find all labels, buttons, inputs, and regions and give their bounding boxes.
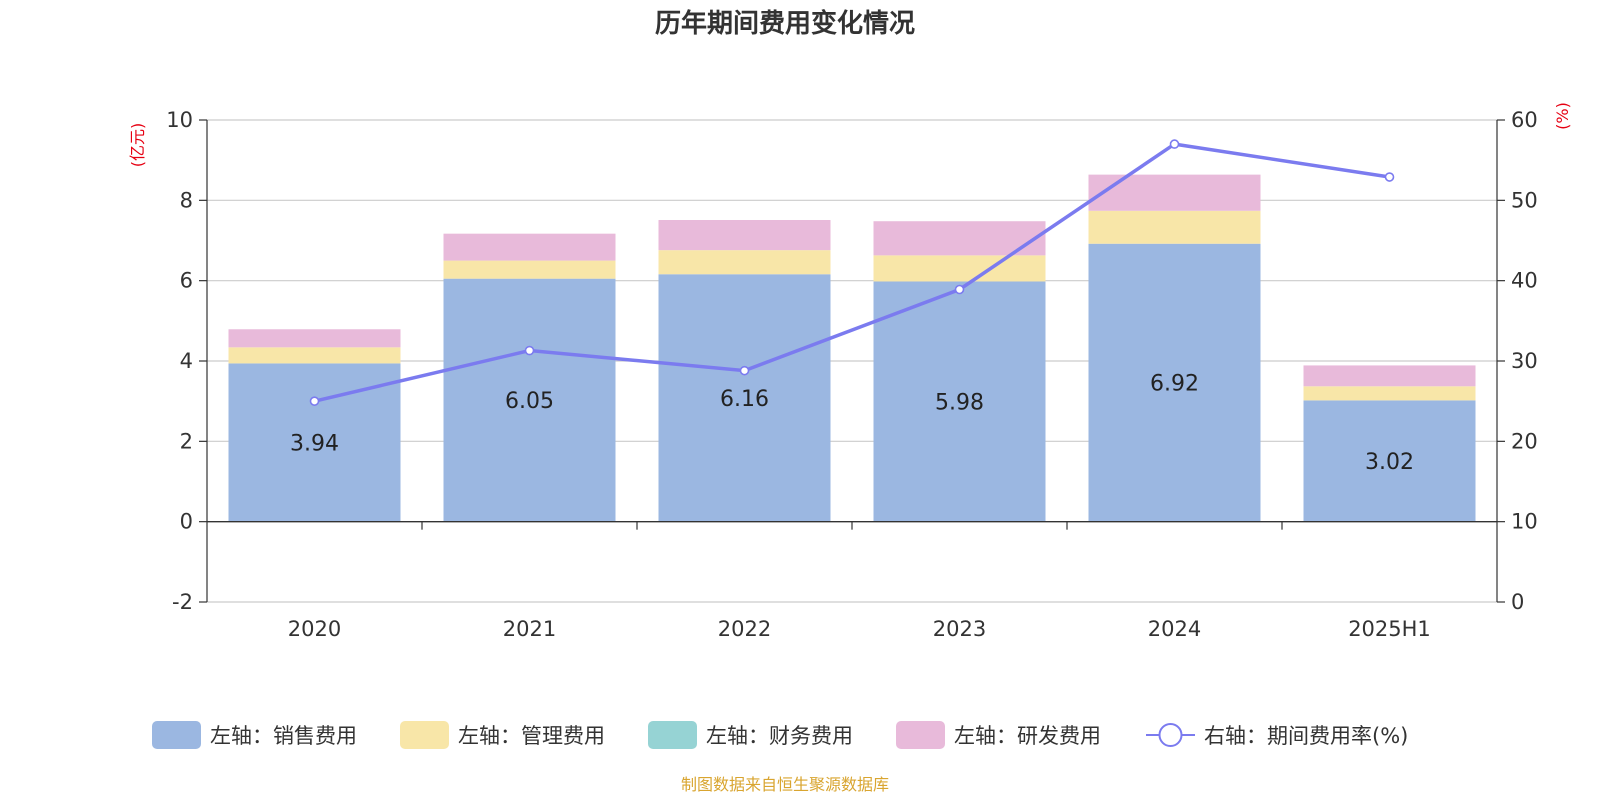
right-tick-label: 30 xyxy=(1511,349,1538,373)
bar-segment xyxy=(1303,386,1476,401)
legend-label: 右轴：期间费用率(%) xyxy=(1204,724,1408,748)
left-tick-label: 4 xyxy=(180,349,193,373)
rate-line-point xyxy=(1384,172,1395,182)
bar-segment xyxy=(658,274,831,522)
legend-line-marker xyxy=(1158,723,1183,747)
bar-segment xyxy=(1088,243,1261,522)
data-labels: 3.94 6.05 6.16 5.98 6.92 3.02 xyxy=(290,372,1414,475)
legend-swatch xyxy=(400,721,449,749)
legend: 左轴：销售费用 左轴：管理费用 左轴：财务费用 左轴：研发费用 右轴：期间费用率(%) xyxy=(152,721,1408,749)
legend-label: 左轴：研发费用 xyxy=(954,724,1101,748)
bar-segment xyxy=(443,278,616,522)
bar-data-label: 5.98 xyxy=(935,391,984,416)
rate-line xyxy=(309,139,1395,406)
bar-data-label: 3.02 xyxy=(1365,450,1414,475)
x-tick-label: 2020 xyxy=(288,617,341,641)
bar-segment xyxy=(443,233,616,261)
bar-segment xyxy=(1303,365,1476,387)
rate-line-point xyxy=(309,396,320,406)
bar-segment xyxy=(873,255,1046,282)
x-tick-label: 2024 xyxy=(1148,617,1201,641)
bar-data-label: 6.92 xyxy=(1150,372,1199,397)
right-axis-unit: (%) xyxy=(1553,102,1572,130)
rate-line-point xyxy=(524,345,535,356)
legend-label: 左轴：管理费用 xyxy=(458,724,605,748)
bar-segment xyxy=(1303,400,1476,522)
right-tick-label: 40 xyxy=(1511,269,1538,293)
left-tick-label: -2 xyxy=(172,590,193,614)
rate-line-point xyxy=(954,284,965,295)
left-tick-label: 8 xyxy=(180,188,193,212)
legend-label: 左轴：销售费用 xyxy=(210,724,357,748)
chart-title: 历年期间费用变化情况 xyxy=(655,8,915,39)
left-axis-unit: (亿元) xyxy=(128,123,147,168)
axes: -2 0 2 4 6 8 10 0 10 20 30 40 50 60 2020 2021 2022 2023 20… xyxy=(166,108,1537,641)
bar-segment xyxy=(658,220,831,251)
bar-segment xyxy=(443,260,616,279)
bar-data-label: 6.05 xyxy=(505,389,554,414)
rate-line-path xyxy=(314,142,1390,403)
right-tick-label: 20 xyxy=(1511,429,1538,453)
legend-label: 左轴：财务费用 xyxy=(706,724,853,748)
rate-line-point xyxy=(739,365,750,376)
gridlines xyxy=(207,119,1497,603)
bar-segment xyxy=(873,281,1046,522)
bar-data-label: 6.16 xyxy=(720,387,769,412)
right-tick-label: 50 xyxy=(1511,188,1538,212)
legend-swatch xyxy=(152,721,201,749)
left-tick-label: 10 xyxy=(166,108,193,132)
rate-line-point xyxy=(1169,139,1180,149)
bar-data-label: 3.94 xyxy=(290,432,339,457)
legend-swatch xyxy=(896,721,945,749)
bars xyxy=(228,174,1476,522)
bar-segment xyxy=(658,250,831,275)
left-tick-label: 6 xyxy=(180,269,193,293)
x-tick-label: 2021 xyxy=(503,617,556,641)
left-tick-label: 0 xyxy=(180,510,193,534)
right-tick-label: 60 xyxy=(1511,108,1538,132)
left-tick-label: 2 xyxy=(180,429,193,453)
bar-segment xyxy=(1088,210,1261,244)
legend-swatch xyxy=(648,721,697,749)
x-tick-label: 2022 xyxy=(718,617,771,641)
source-note: 制图数据来自恒生聚源数据库 xyxy=(681,775,889,794)
x-tick-label: 2025H1 xyxy=(1348,617,1431,641)
bar-segment xyxy=(1088,174,1261,211)
right-tick-label: 0 xyxy=(1511,590,1524,614)
right-tick-label: 10 xyxy=(1511,510,1538,534)
x-tick-label: 2023 xyxy=(933,617,986,641)
bar-segment xyxy=(228,329,401,348)
bar-segment xyxy=(228,347,401,364)
bar-segment xyxy=(228,363,401,522)
